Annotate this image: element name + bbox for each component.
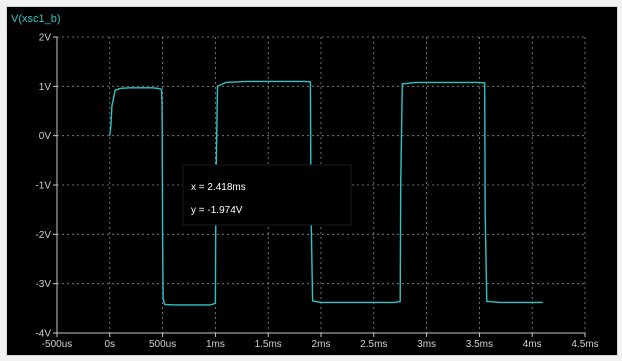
y-tick-label: -4V: [35, 329, 51, 340]
plot-window: V(xsc1_b) -500us 0s 500us 1ms 1.5ms 2ms 2.5ms 3…: [6, 6, 618, 356]
x-tick-label: 4.5ms: [571, 339, 598, 350]
cursor-y-readout: y = -1.974V: [191, 205, 243, 216]
plot-canvas[interactable]: V(xsc1_b) -500us 0s 500us 1ms 1.5ms 2ms 2.5ms 3…: [7, 7, 617, 355]
y-tick-label: -2V: [35, 230, 51, 241]
trace-line[interactable]: [109, 80, 543, 306]
x-tick-label: 500us: [149, 339, 176, 350]
x-tick-label: 2.5ms: [360, 339, 387, 350]
cursor-readout-box: [182, 164, 352, 226]
x-tick-label: 3ms: [417, 339, 436, 350]
y-tick-label: 2V: [39, 33, 52, 44]
x-tick-label: 1ms: [206, 339, 225, 350]
x-tick-label: 3.5ms: [466, 339, 493, 350]
y-tick-label: 1V: [39, 82, 52, 93]
y-axis-ticks: -4V -3V -2V -1V 0V 1V 2V: [35, 33, 57, 340]
y-tick-label: 0V: [39, 131, 52, 142]
y-tick-label: -3V: [35, 279, 51, 290]
x-tick-label: 0s: [105, 339, 116, 350]
y-tick-label: -1V: [35, 181, 51, 192]
x-axis-ticks: -500us 0s 500us 1ms 1.5ms 2ms 2.5ms 3ms 3.5ms 4ms…: [42, 333, 599, 350]
x-tick-label: -500us: [42, 339, 73, 350]
x-tick-label: 4ms: [523, 339, 542, 350]
x-tick-label: 2ms: [312, 339, 331, 350]
trace-title[interactable]: V(xsc1_b): [11, 13, 61, 25]
cursor-x-readout: x = 2.418ms: [191, 182, 246, 193]
grid-lines: [57, 36, 586, 333]
x-tick-label: 1.5ms: [255, 339, 282, 350]
cursor-readout: x = 2.418ms y = -1.974V: [182, 164, 352, 226]
